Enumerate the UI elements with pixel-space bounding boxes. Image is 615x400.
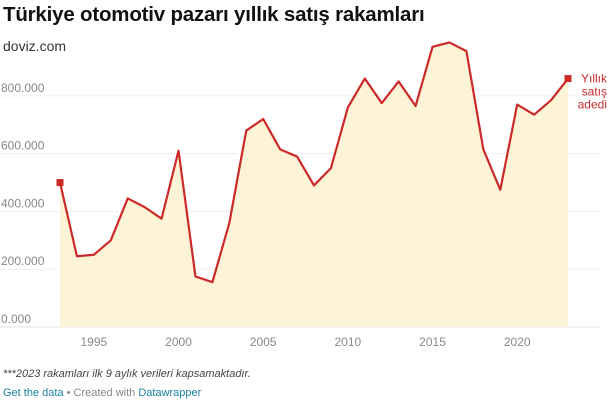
area-fill — [60, 42, 568, 327]
area-chart: 0.000 200.000 400.000 600.000 800.000 1995 20… — [0, 41, 608, 349]
x-tick-label: 2020 — [504, 335, 531, 349]
chart-source: doviz.com — [3, 38, 67, 54]
footer-credit-text: • Created with — [63, 387, 139, 399]
get-data-link[interactable]: Get the data — [3, 387, 64, 399]
y-tick-label: 400.000 — [1, 196, 45, 210]
series-label-line: adedi — [578, 98, 607, 112]
area-shape — [60, 42, 568, 327]
y-axis-ticks: 0.000 200.000 400.000 600.000 800.000 — [1, 81, 45, 326]
y-tick-label: 600.000 — [1, 139, 45, 153]
x-tick-label: 1995 — [81, 335, 108, 349]
footer: Get the data • Created with Datawrapper — [3, 387, 201, 399]
x-tick-label: 2005 — [250, 335, 277, 349]
endpoint-marker — [564, 75, 572, 83]
footnote: ***2023 rakamları ilk 9 aylık verileri k… — [3, 368, 251, 380]
endpoint-marker — [56, 179, 64, 187]
series-label-line: Yıllık — [581, 72, 608, 86]
series-label-line: satış — [582, 85, 607, 99]
x-tick-label: 2010 — [335, 335, 362, 349]
chart-title: Türkiye otomotiv pazarı yıllık satış rak… — [3, 3, 425, 26]
x-tick-label: 2000 — [165, 335, 192, 349]
y-tick-label: 0.000 — [1, 312, 31, 326]
series-line-path — [58, 41, 569, 284]
y-tick-label: 800.000 — [1, 81, 45, 95]
x-tick-label: 2015 — [419, 335, 446, 349]
y-tick-label: 200.000 — [1, 254, 45, 268]
x-axis-ticks: 1995 2000 2005 2010 2015 2020 — [81, 335, 531, 349]
series-markers — [56, 75, 572, 187]
datawrapper-link[interactable]: Datawrapper — [138, 387, 202, 399]
series-line — [58, 41, 569, 284]
